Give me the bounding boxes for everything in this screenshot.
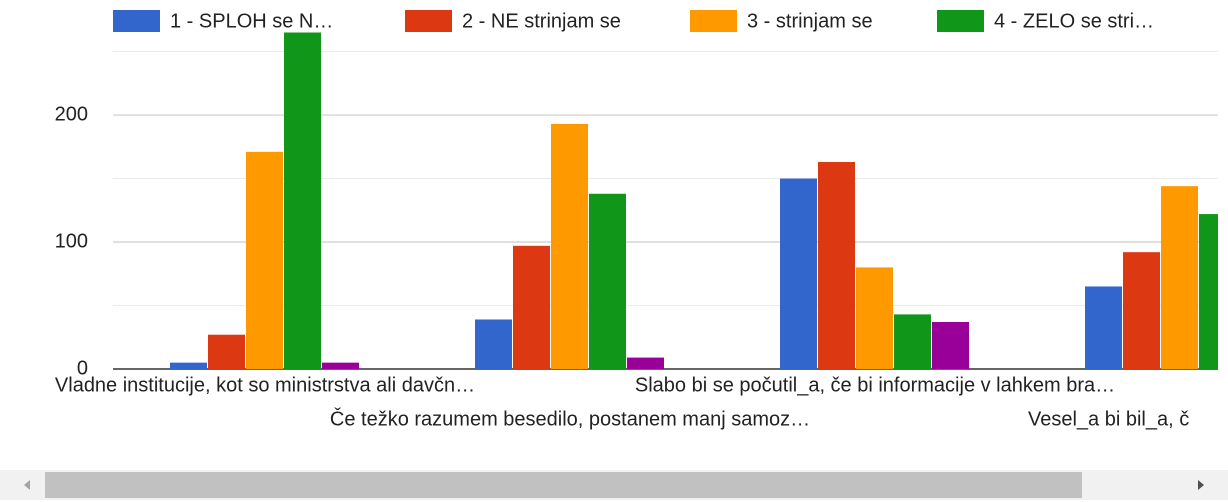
bar — [170, 362, 207, 369]
plot: Vladne institucije, kot so ministrstva a… — [55, 32, 1218, 430]
legend-label: 1 - SPLOH se N… — [170, 10, 333, 32]
scroll-right[interactable] — [1198, 480, 1204, 490]
bar — [1199, 214, 1218, 369]
bar — [589, 193, 626, 369]
y-tick-label: 0 — [77, 357, 88, 379]
bar — [1123, 252, 1160, 369]
bar — [818, 162, 855, 369]
legend-label: 3 - strinjam se — [747, 10, 873, 32]
legend-swatch — [690, 10, 737, 32]
x-tick-label: Vesel_a bi bil_a, č — [1028, 408, 1189, 430]
legend-swatch — [937, 10, 984, 32]
bar — [780, 178, 817, 369]
bar — [856, 267, 893, 369]
bar — [246, 151, 283, 369]
bar — [513, 245, 550, 369]
legend-label: 4 - ZELO se stri… — [994, 10, 1154, 32]
scroll-arrows — [24, 480, 1204, 490]
bar — [627, 357, 664, 369]
legend-swatch — [113, 10, 160, 32]
bar — [932, 322, 969, 369]
legend-label: 2 - NE strinjam se — [462, 10, 621, 32]
legend-swatch — [405, 10, 452, 32]
y-tick-label: 200 — [55, 103, 88, 125]
scroll-thumb[interactable] — [45, 472, 1082, 498]
bar — [475, 319, 512, 369]
bar — [894, 314, 931, 369]
bar — [1085, 286, 1122, 369]
scroll-left[interactable] — [24, 480, 30, 490]
bar — [1161, 186, 1198, 369]
bar — [284, 32, 321, 369]
bar — [322, 362, 359, 369]
x-tick-label: Slabo bi se počutil_a, če bi informacije… — [635, 374, 1115, 396]
y-tick-label: 100 — [55, 230, 88, 252]
x-tick-label: Če težko razumem besedilo, postanem manj… — [330, 407, 810, 430]
x-tick-label: Vladne institucije, kot so ministrstva a… — [55, 374, 475, 396]
bar — [208, 334, 245, 369]
bar — [551, 123, 588, 369]
scrollbar[interactable] — [0, 470, 1228, 500]
chart: Vladne institucije, kot so ministrstva a… — [55, 10, 1218, 430]
